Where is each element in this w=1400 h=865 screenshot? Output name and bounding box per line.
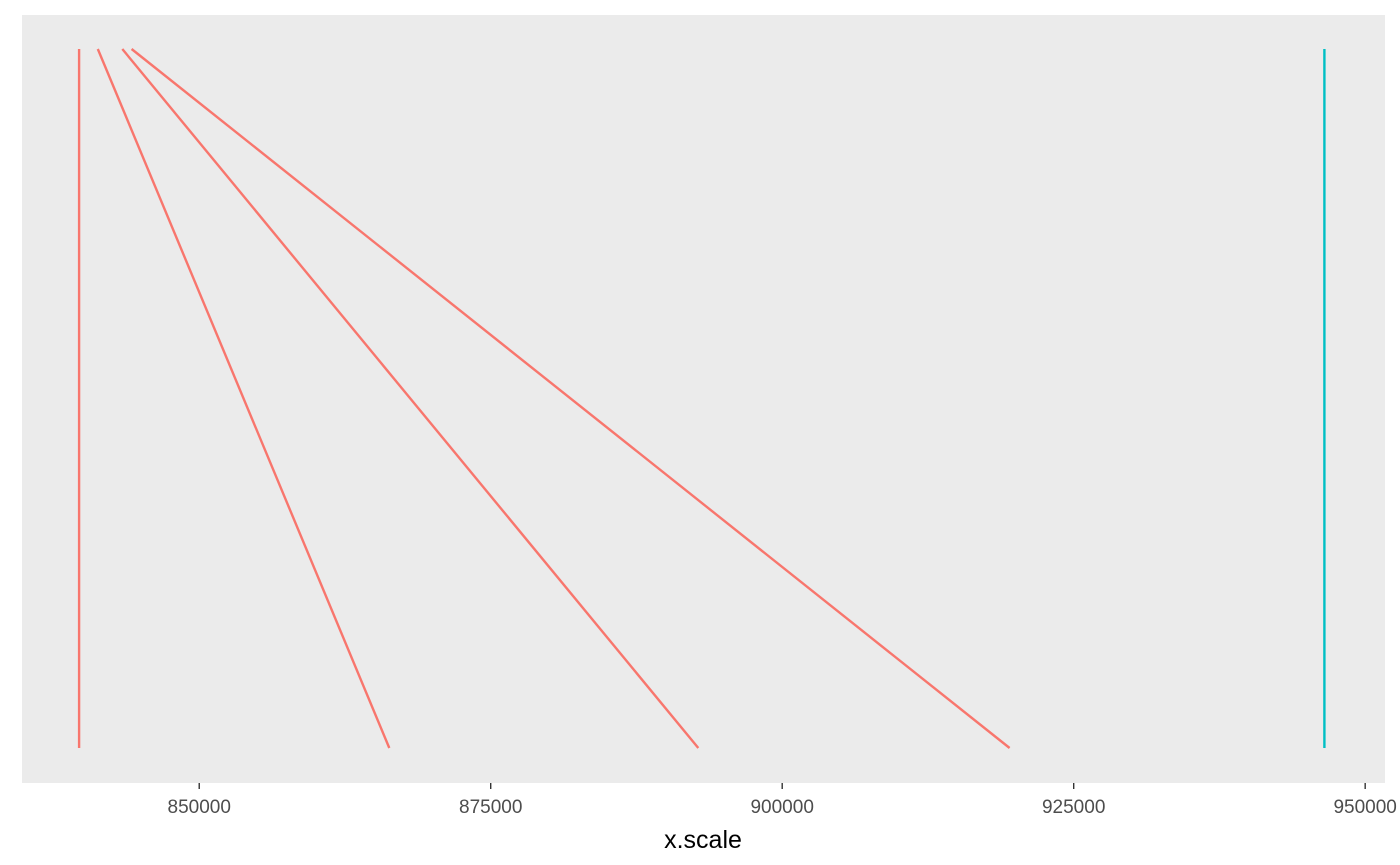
x-tick-label-4: 925000 (1042, 797, 1105, 818)
x-tick-label-5: 950000 (1333, 797, 1396, 818)
series-line-3 (121, 48, 700, 749)
plot-panel (22, 15, 1385, 783)
x-axis-title: x.scale (664, 826, 742, 854)
series-layer (77, 48, 1326, 749)
series-line-4 (130, 48, 1011, 749)
series-line-2 (96, 48, 391, 749)
x-tick-label-2: 875000 (459, 797, 522, 818)
x-tick-label-1: 850000 (168, 797, 231, 818)
x-axis: 850000 875000 900000 925000 950000 (168, 783, 1397, 818)
x-tick-label-3: 900000 (750, 797, 813, 818)
